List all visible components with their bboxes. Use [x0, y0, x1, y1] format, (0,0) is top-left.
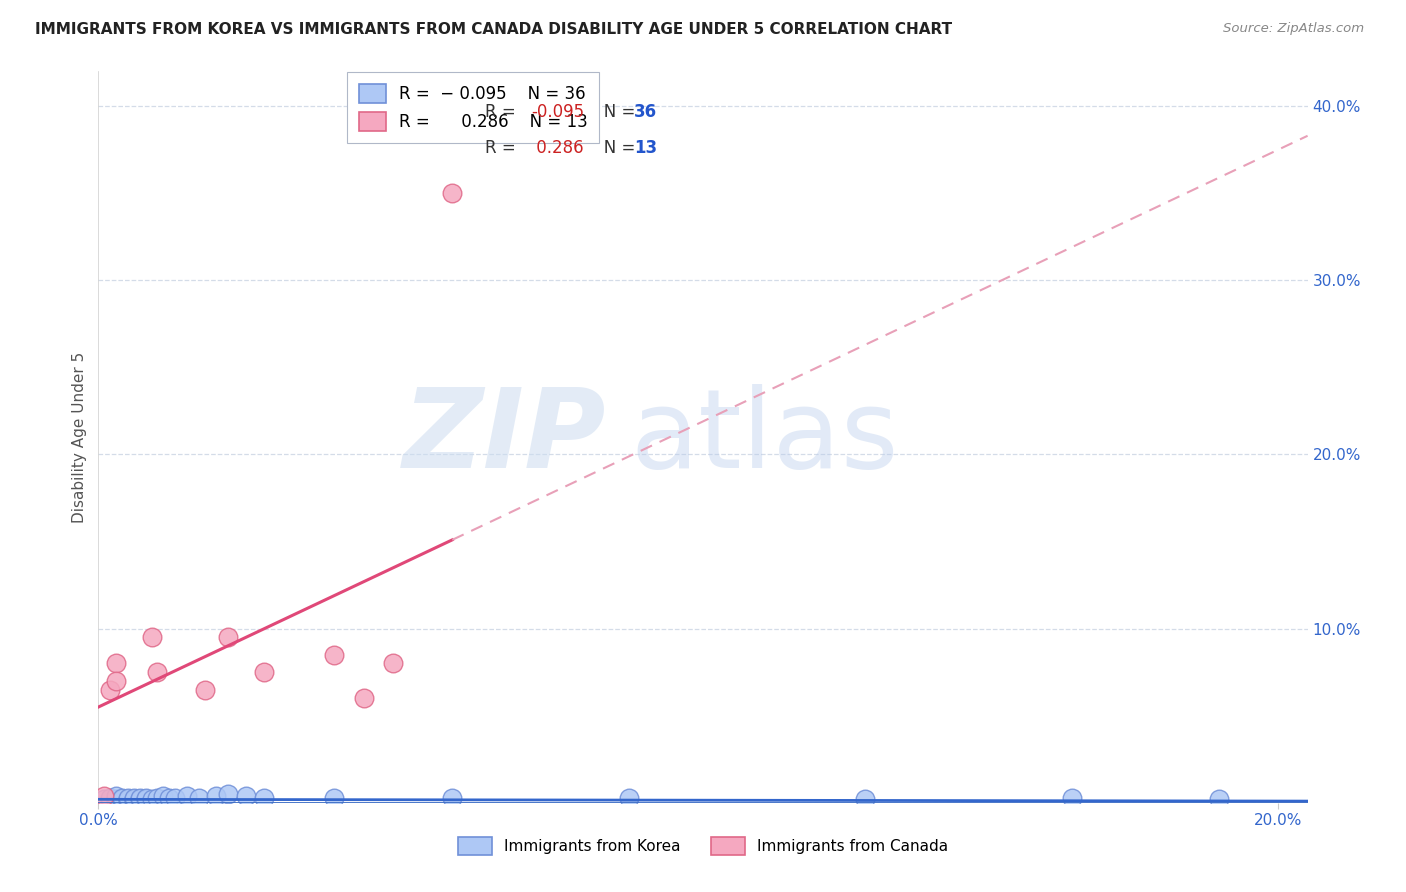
Point [111, 794, 134, 808]
Text: Source: ZipAtlas.com: Source: ZipAtlas.com [1223, 22, 1364, 36]
Text: N =: N = [588, 139, 641, 157]
Point [1060, 790, 1083, 805]
Point [187, 790, 209, 805]
Point [194, 682, 217, 697]
Point [105, 789, 128, 803]
Text: -0.095: -0.095 [531, 103, 585, 120]
Point [135, 792, 157, 806]
Point [117, 792, 139, 806]
Point [157, 790, 180, 805]
Point [122, 792, 145, 806]
Point [111, 792, 134, 806]
Legend: Immigrants from Korea, Immigrants from Canada: Immigrants from Korea, Immigrants from C… [451, 831, 955, 861]
Text: R =: R = [485, 139, 522, 157]
Point [105, 794, 128, 808]
Point [146, 790, 169, 805]
Text: R =: R = [485, 103, 522, 120]
Point [252, 790, 274, 805]
Point [441, 790, 464, 805]
Point [235, 789, 257, 803]
Point [353, 691, 375, 706]
Point [165, 790, 187, 805]
Point [152, 789, 174, 803]
Text: IMMIGRANTS FROM KOREA VS IMMIGRANTS FROM CANADA DISABILITY AGE UNDER 5 CORRELATI: IMMIGRANTS FROM KOREA VS IMMIGRANTS FROM… [35, 22, 952, 37]
Point [323, 648, 346, 662]
Point [141, 792, 163, 806]
Point [128, 792, 150, 806]
Text: 13: 13 [634, 139, 657, 157]
Point [98, 794, 121, 808]
Point [135, 790, 157, 805]
Point [122, 790, 145, 805]
Point [98, 790, 121, 805]
Point [1208, 792, 1230, 806]
Point [205, 789, 228, 803]
Text: 0.286: 0.286 [531, 139, 583, 157]
Point [323, 790, 346, 805]
Point [98, 682, 121, 697]
Point [93, 792, 115, 806]
Point [117, 790, 139, 805]
Text: ZIP: ZIP [402, 384, 606, 491]
Point [122, 794, 145, 808]
Point [105, 792, 128, 806]
Point [217, 787, 239, 801]
Text: atlas: atlas [630, 384, 898, 491]
Point [117, 794, 139, 808]
Text: 36: 36 [634, 103, 657, 120]
Point [105, 673, 128, 688]
Point [105, 657, 128, 671]
Point [441, 186, 464, 201]
Point [252, 665, 274, 680]
Point [93, 789, 115, 803]
Point [619, 790, 641, 805]
Point [111, 790, 134, 805]
Point [141, 631, 163, 645]
Point [128, 790, 150, 805]
Point [382, 657, 405, 671]
Point [217, 631, 239, 645]
Point [146, 665, 169, 680]
Y-axis label: Disability Age Under 5: Disability Age Under 5 [72, 351, 87, 523]
Text: N =: N = [588, 103, 641, 120]
Point [853, 792, 876, 806]
Point [176, 789, 198, 803]
